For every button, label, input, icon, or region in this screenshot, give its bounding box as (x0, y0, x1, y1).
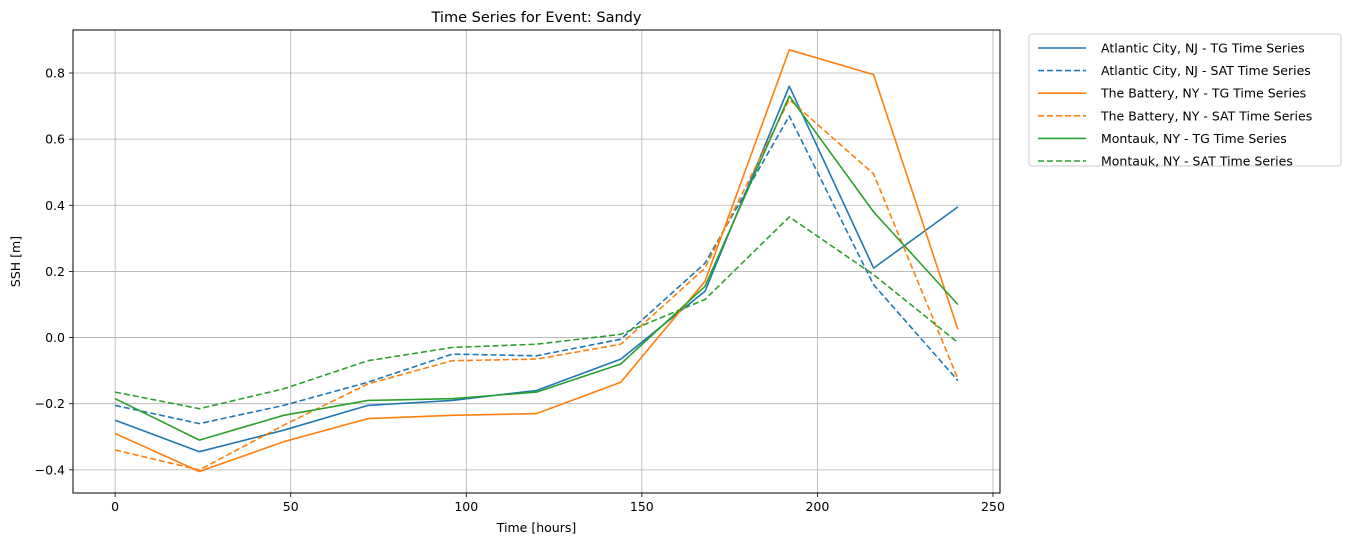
legend-frame (1028, 33, 1342, 167)
x-tick-label: 0 (111, 499, 119, 514)
y-tick-label: −0.2 (35, 396, 65, 411)
y-tick-label: 0.0 (45, 330, 65, 345)
grid-lines (73, 30, 1000, 493)
x-axis-ticks: 0 50 100 150 200 250 (111, 493, 1005, 514)
y-axis-label: SSH [m] (8, 236, 23, 287)
series-line (114, 216, 959, 410)
legend-label: Montauk, NY - SAT Time Series (1101, 154, 1293, 169)
series-line (114, 48, 959, 473)
series-line (114, 115, 959, 425)
y-tick-label: −0.4 (35, 462, 65, 477)
x-tick-label: 100 (454, 499, 478, 514)
legend-label: Montauk, NY - TG Time Series (1101, 131, 1287, 146)
x-axis-label: Time [hours] (496, 520, 576, 535)
x-tick-label: 150 (630, 499, 654, 514)
legend-label: Atlantic City, NJ - TG Time Series (1101, 41, 1305, 56)
y-tick-label: 0.8 (45, 65, 65, 80)
y-axis-ticks: −0.4 −0.2 0.0 0.2 0.4 0.6 0.8 (35, 65, 73, 477)
y-tick-label: 0.6 (45, 132, 65, 147)
series-line (114, 95, 959, 441)
y-tick-label: 0.4 (45, 198, 65, 213)
legend-label: The Battery, NY - SAT Time Series (1100, 108, 1312, 123)
chart-title: Time Series for Event: Sandy (431, 10, 642, 26)
series-line (114, 85, 959, 453)
x-tick-label: 50 (283, 499, 299, 514)
legend: Atlantic City, NJ - TG Time Series Atlant… (1028, 33, 1342, 169)
legend-label: The Battery, NY - TG Time Series (1100, 86, 1306, 101)
x-tick-label: 250 (981, 499, 1005, 514)
legend-label: Atlantic City, NJ - SAT Time Series (1101, 63, 1311, 78)
series-lines (114, 48, 959, 473)
plot-area-frame (72, 29, 1001, 494)
y-tick-label: 0.2 (45, 264, 65, 279)
x-tick-label: 200 (805, 499, 829, 514)
